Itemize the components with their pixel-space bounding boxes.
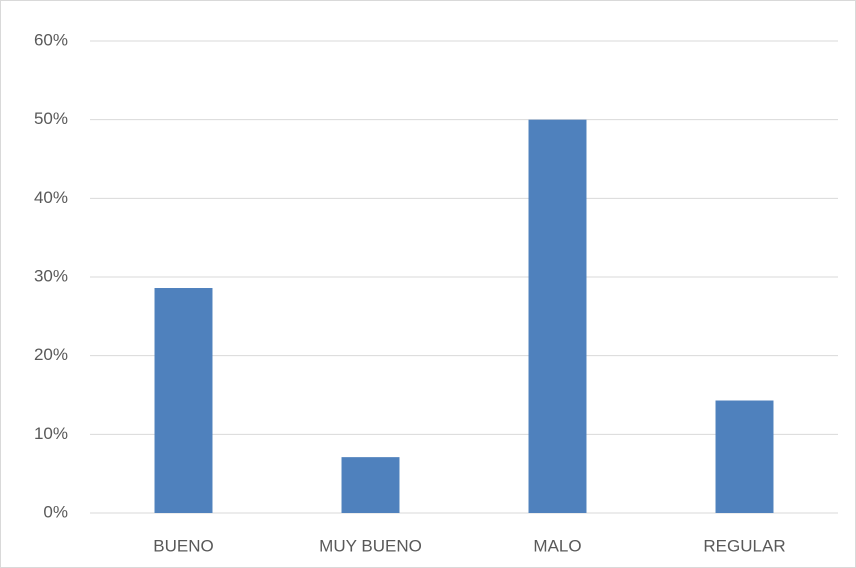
- bar: [715, 400, 774, 513]
- x-tick-label: BUENO: [153, 536, 213, 555]
- bar: [154, 288, 213, 513]
- x-tick-label: REGULAR: [703, 536, 785, 555]
- bar: [341, 457, 400, 513]
- y-tick-label: 20%: [34, 345, 68, 364]
- y-tick-label: 0%: [43, 502, 68, 521]
- y-tick-label: 60%: [34, 30, 68, 49]
- bar: [528, 119, 587, 514]
- y-tick-label: 10%: [34, 424, 68, 443]
- y-tick-label: 30%: [34, 266, 68, 285]
- y-tick-label: 50%: [34, 109, 68, 128]
- x-tick-label: MALO: [533, 536, 581, 555]
- x-tick-label: MUY BUENO: [319, 536, 422, 555]
- y-tick-label: 40%: [34, 188, 68, 207]
